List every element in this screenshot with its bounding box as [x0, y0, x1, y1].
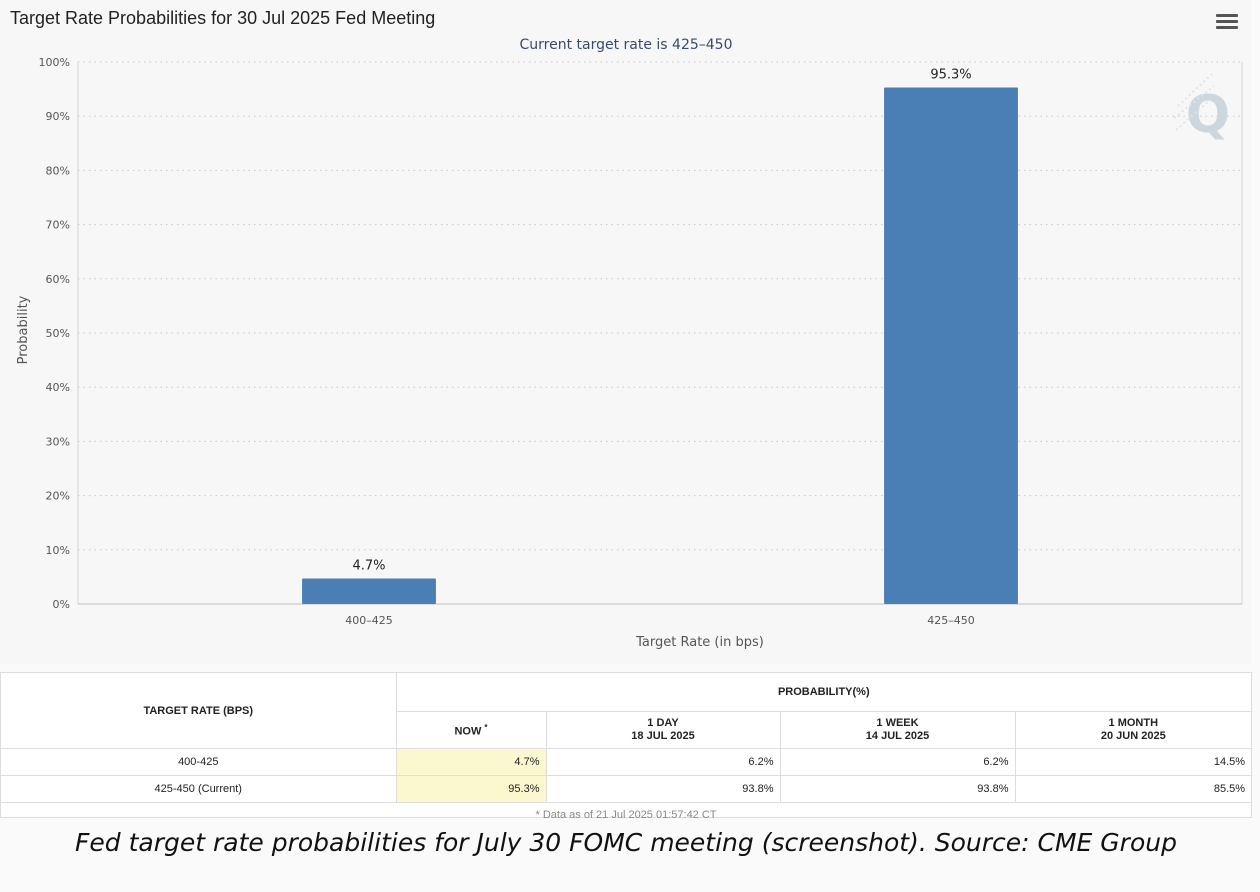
x-tick-label: 425–450: [927, 614, 975, 627]
y-tick-label: 0%: [53, 598, 70, 611]
one-week-header: 1 WEEK 14 JUL 2025: [779, 711, 1015, 749]
one-week-date: 14 JUL 2025: [865, 730, 930, 742]
now-header: NOW *: [395, 711, 546, 749]
hamburger-icon-line: [1216, 14, 1238, 17]
x-tick-label: 400–425: [345, 614, 393, 627]
one-day-header: 1 DAY 18 JUL 2025: [545, 711, 780, 749]
probability-table: TARGET RATE (BPS) PROBABILITY(%) NOW * 1…: [1, 673, 1252, 827]
one-day-label: 1 DAY: [647, 717, 679, 729]
one-day-cell: 6.2%: [545, 748, 780, 776]
table-row: 425-450 (Current) 95.3% 93.8% 93.8% 85.5…: [1, 775, 1252, 803]
hamburger-icon-line: [1216, 20, 1238, 23]
bar: [302, 578, 436, 604]
chart-panel: Target Rate Probabilities for 30 Jul 202…: [10, 8, 1243, 650]
y-tick-label: 20%: [46, 490, 70, 503]
y-tick-label: 60%: [46, 273, 70, 286]
y-tick-label: 90%: [46, 110, 70, 123]
y-tick-label: 30%: [46, 435, 70, 448]
y-tick-label: 10%: [46, 544, 70, 557]
y-tick-label: 70%: [46, 219, 70, 232]
hamburger-icon-line: [1216, 26, 1238, 29]
bar-chart: 0% 10% 20% 30% 40% 50% 60% 70% 80% 90% 100% 4.7% 400…: [16, 56, 1243, 650]
now-cell: 4.7%: [395, 748, 546, 776]
image-caption: Fed target rate probabilities for July 3…: [75, 828, 1177, 857]
one-week-label: 1 WEEK: [876, 717, 919, 729]
probability-group-header: PROBABILITY(%): [395, 673, 1252, 712]
chart-subtitle: Current target rate is 425–450: [519, 37, 733, 53]
bar: [884, 87, 1018, 604]
chart-menu-button[interactable]: [1216, 14, 1238, 32]
watermark-stripe: [1173, 85, 1215, 119]
one-month-header: 1 MONTH 20 JUN 2025: [1014, 711, 1252, 749]
rate-cell: 425-450 (Current): [1, 775, 396, 803]
one-day-date: 18 JUL 2025: [631, 730, 695, 742]
one-week-cell: 93.8%: [779, 775, 1015, 803]
y-tick-label: 50%: [46, 327, 70, 340]
x-axis-title: Target Rate (in bps): [635, 635, 764, 650]
y-axis-title: Probability: [16, 295, 31, 364]
bar-data-label: 4.7%: [352, 559, 385, 574]
one-month-cell: 14.5%: [1014, 748, 1252, 776]
table-footnote: * Data as of 21 Jul 2025 01:57:42 CT: [1, 802, 1252, 827]
chart-title: Target Rate Probabilities for 30 Jul 202…: [10, 8, 436, 28]
one-week-cell: 6.2%: [779, 748, 1015, 776]
watermark-logo: Q: [1186, 85, 1230, 145]
now-cell: 95.3%: [395, 775, 546, 803]
y-tick-label: 100%: [39, 56, 70, 69]
one-month-date: 20 JUN 2025: [1100, 730, 1166, 742]
y-tick-label: 40%: [46, 381, 70, 394]
one-month-label: 1 MONTH: [1108, 717, 1159, 729]
target-rate-header: TARGET RATE (BPS): [143, 704, 254, 717]
now-header-mark: *: [484, 723, 488, 733]
now-header-label: NOW: [454, 725, 482, 738]
y-tick-label: 80%: [46, 164, 70, 177]
table-row: 400-425 4.7% 6.2% 6.2% 14.5%: [1, 748, 1252, 776]
probability-table-panel: TARGET RATE (BPS) PROBABILITY(%) NOW * 1…: [0, 672, 1252, 827]
one-month-cell: 85.5%: [1014, 775, 1252, 803]
one-day-cell: 93.8%: [545, 775, 780, 803]
bar-data-label: 95.3%: [930, 67, 971, 82]
rate-cell: 400-425: [1, 748, 396, 776]
